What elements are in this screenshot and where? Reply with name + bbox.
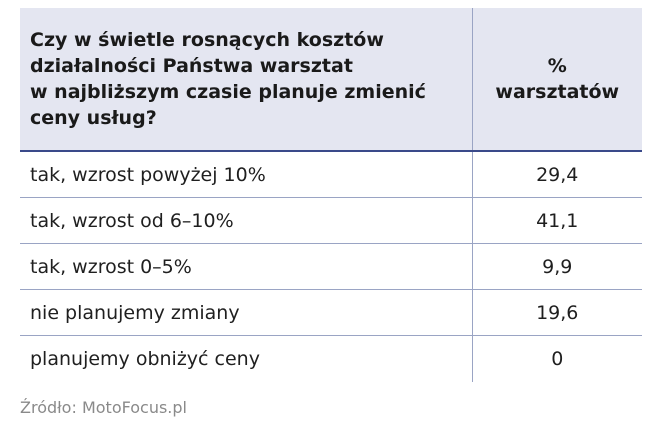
- answer-label: planujemy obniżyć ceny: [30, 348, 260, 370]
- percent-header-cell: % warsztatów: [471, 8, 642, 151]
- question-line: ceny usług?: [30, 107, 157, 129]
- question-line: Czy w świetle rosnących kosztów: [30, 29, 384, 51]
- percent-header-line: warsztatów: [495, 81, 620, 103]
- question-line: działalności Państwa warsztat: [30, 55, 353, 77]
- survey-table: Czy w świetle rosnących kosztów działaln…: [20, 8, 642, 382]
- table-row: tak, wzrost od 6–10% 41,1: [20, 197, 642, 244]
- answer-label: tak, wzrost powyżej 10%: [20, 151, 472, 198]
- answer-label: tak, wzrost od 6–10%: [20, 197, 472, 244]
- table-row: tak, wzrost powyżej 10% 29,4: [20, 151, 642, 198]
- source-note: Źródło: MotoFocus.pl: [20, 398, 187, 417]
- survey-table-container: Czy w świetle rosnących kosztów działaln…: [20, 8, 642, 382]
- percent-header-line: %: [547, 55, 567, 77]
- answer-percent: 19,6: [471, 289, 642, 336]
- question-header-cell: Czy w świetle rosnących kosztów działaln…: [20, 8, 472, 151]
- table-row: planujemy obniżyć ceny 0: [20, 335, 642, 382]
- answer-label: nie planujemy zmiany: [20, 289, 472, 336]
- answer-percent: 0: [471, 335, 642, 382]
- answer-percent: 9,9: [471, 243, 642, 290]
- table-body: tak, wzrost powyżej 10% 29,4 tak, wzrost…: [20, 151, 642, 382]
- table-row: nie planujemy zmiany 19,6: [20, 289, 642, 336]
- table-row: tak, wzrost 0–5% 9,9: [20, 243, 642, 290]
- question-line: w najbliższym czasie planuje zmienić: [30, 81, 426, 103]
- header-row: Czy w świetle rosnących kosztów działaln…: [20, 8, 642, 151]
- table-header: Czy w świetle rosnących kosztów działaln…: [20, 8, 642, 151]
- answer-label: tak, wzrost 0–5%: [20, 243, 472, 290]
- answer-percent: 29,4: [471, 151, 642, 198]
- answer-percent: 41,1: [471, 197, 642, 244]
